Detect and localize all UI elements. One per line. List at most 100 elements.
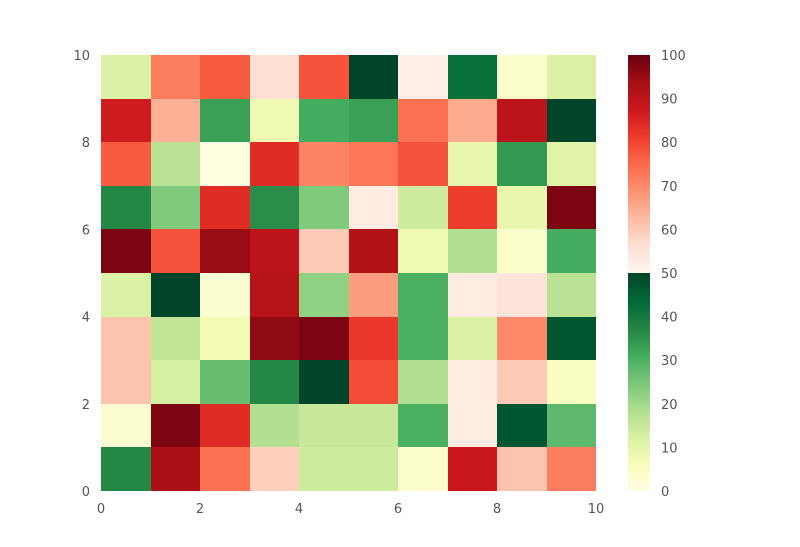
heatmap-cell <box>349 447 398 491</box>
heatmap-cell <box>448 317 497 360</box>
colorbar-tick-label: 90 <box>661 93 678 108</box>
heatmap-cell <box>151 360 200 404</box>
heatmap-cell <box>398 99 448 142</box>
heatmap-cell <box>101 142 151 186</box>
heatmap-cell <box>398 360 448 404</box>
colorbar-tick-label: 100 <box>661 49 686 64</box>
heatmap-cell <box>349 317 398 360</box>
heatmap-cell <box>547 360 596 404</box>
heatmap-cell <box>101 447 151 491</box>
heatmap-cell <box>448 273 497 317</box>
y-tick-label: 6 <box>82 223 90 238</box>
y-tick-label: 0 <box>82 485 90 500</box>
heatmap-cell <box>547 229 596 273</box>
heatmap-cell <box>151 404 200 447</box>
heatmap-cell <box>547 317 596 360</box>
heatmap-cell <box>200 273 250 317</box>
heatmap-cell <box>250 404 299 447</box>
colorbar-lower-segment <box>628 273 650 491</box>
heatmap-cell <box>200 317 250 360</box>
y-tick-label: 2 <box>82 398 90 413</box>
heatmap-cell <box>398 404 448 447</box>
heatmap-cell <box>200 404 250 447</box>
heatmap-cell <box>299 186 349 229</box>
heatmap-cell <box>200 229 250 273</box>
heatmap-cell <box>250 186 299 229</box>
x-tick-label: 2 <box>196 502 204 517</box>
heatmap-cell <box>250 317 299 360</box>
heatmap-cell <box>299 229 349 273</box>
heatmap-cell <box>497 99 547 142</box>
heatmap-cell <box>497 186 547 229</box>
heatmap-cell <box>448 229 497 273</box>
heatmap-cells <box>101 55 596 491</box>
heatmap-cell <box>349 99 398 142</box>
heatmap-cell <box>349 360 398 404</box>
colorbar-tick-label: 10 <box>661 441 678 456</box>
heatmap-cell <box>497 360 547 404</box>
heatmap-cell <box>250 229 299 273</box>
colorbar-tick-label: 30 <box>661 354 678 369</box>
heatmap-cell <box>497 447 547 491</box>
heatmap-cell <box>200 142 250 186</box>
heatmap-cell <box>250 142 299 186</box>
colorbar-tick-label: 60 <box>661 223 678 238</box>
colorbar-tick-label: 80 <box>661 136 678 151</box>
colorbar-ticks: 0 10 20 30 40 50 60 70 80 90 100 <box>661 49 686 500</box>
heatmap-cell <box>299 142 349 186</box>
heatmap-cell <box>151 142 200 186</box>
heatmap-cell <box>151 447 200 491</box>
heatmap-cell <box>349 186 398 229</box>
heatmap-cell <box>349 229 398 273</box>
heatmap-cell <box>151 317 200 360</box>
heatmap-cell <box>547 273 596 317</box>
colorbar-tick-label: 40 <box>661 311 678 326</box>
heatmap-cell <box>497 55 547 99</box>
heatmap-cell <box>349 142 398 186</box>
heatmap-cell <box>547 142 596 186</box>
heatmap-cell <box>398 273 448 317</box>
heatmap-cell <box>101 55 151 99</box>
colorbar-tick-label: 20 <box>661 398 678 413</box>
heatmap-cell <box>497 142 547 186</box>
heatmap-cell <box>250 55 299 99</box>
x-tick-label: 8 <box>493 502 501 517</box>
heatmap-cell <box>448 99 497 142</box>
heatmap-cell <box>299 99 349 142</box>
heatmap-cell <box>448 55 497 99</box>
heatmap-cell <box>151 55 200 99</box>
heatmap-cell <box>497 404 547 447</box>
heatmap-cell <box>448 142 497 186</box>
heatmap-cell <box>101 317 151 360</box>
heatmap-cell <box>151 273 200 317</box>
y-tick-label: 4 <box>82 311 90 326</box>
heatmap-cell <box>200 99 250 142</box>
heatmap-cell <box>497 229 547 273</box>
heatmap-cell <box>547 404 596 447</box>
heatmap-cell <box>547 99 596 142</box>
heatmap-cell <box>497 273 547 317</box>
heatmap-cell <box>448 360 497 404</box>
colorbar-tick-label: 70 <box>661 180 678 195</box>
y-tick-label: 10 <box>73 49 90 64</box>
y-axis-ticks: 0 2 4 6 8 10 <box>73 49 90 500</box>
heatmap-cell <box>398 229 448 273</box>
heatmap-cell <box>448 186 497 229</box>
heatmap-cell <box>398 447 448 491</box>
heatmap-cell <box>398 55 448 99</box>
heatmap-cell <box>497 317 547 360</box>
heatmap-cell <box>200 360 250 404</box>
heatmap-cell <box>448 447 497 491</box>
x-axis-ticks: 0 2 4 6 8 10 <box>97 502 604 517</box>
heatmap-cell <box>250 99 299 142</box>
heatmap-cell <box>349 55 398 99</box>
colorbar-tick-label: 50 <box>661 267 678 282</box>
heatmap-cell <box>398 142 448 186</box>
heatmap-cell <box>151 229 200 273</box>
heatmap-cell <box>101 273 151 317</box>
heatmap-cell <box>299 317 349 360</box>
x-tick-label: 4 <box>295 502 303 517</box>
heatmap-cell <box>101 404 151 447</box>
